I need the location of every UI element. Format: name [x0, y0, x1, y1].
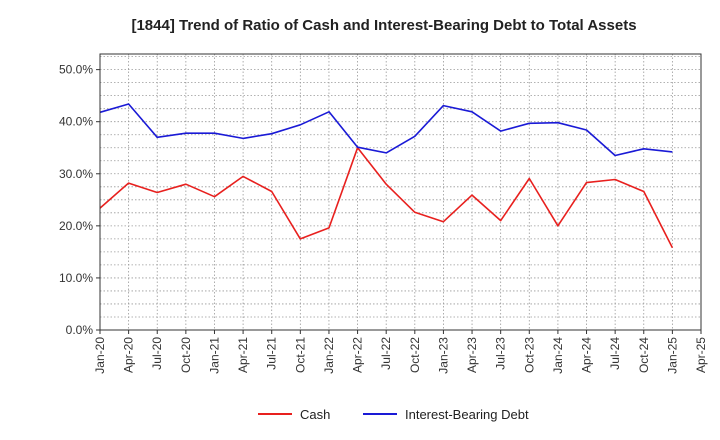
x-tick-label: Apr-22: [351, 337, 365, 373]
x-tick-label: Apr-21: [236, 337, 250, 373]
x-tick-label: Jan-22: [322, 337, 336, 374]
x-tick-label: Jan-24: [551, 337, 565, 374]
x-tick-label: Jul-24: [608, 337, 622, 370]
x-tick-label: Apr-25: [694, 337, 708, 373]
x-tick-label: Oct-21: [293, 337, 307, 373]
legend-label: Interest-Bearing Debt: [405, 407, 529, 422]
y-tick-label: 0.0%: [66, 323, 94, 337]
x-tick-label: Jan-20: [93, 337, 107, 374]
x-tick-label: Oct-20: [179, 337, 193, 373]
x-tick-label: Jul-20: [150, 337, 164, 370]
y-tick-label: 50.0%: [59, 63, 93, 77]
y-tick-label: 10.0%: [59, 271, 93, 285]
y-axis-ticks: 0.0% 10.0% 20.0% 30.0% 40.0% 50.0%: [59, 63, 100, 337]
x-tick-label: Apr-23: [465, 337, 479, 373]
x-tick-label: Oct-24: [637, 337, 651, 373]
y-tick-label: 40.0%: [59, 115, 93, 129]
axes: [99, 53, 702, 331]
x-tick-label: Jul-23: [494, 337, 508, 370]
x-tick-label: Jan-21: [207, 337, 221, 374]
x-tick-label: Oct-23: [522, 337, 536, 373]
x-tick-label: Oct-22: [408, 337, 422, 373]
x-tick-label: Jul-22: [379, 337, 393, 370]
chart-title: [1844] Trend of Ratio of Cash and Intere…: [131, 17, 636, 34]
legend: Cash Interest-Bearing Debt: [258, 407, 529, 422]
grid: [99, 54, 702, 331]
plot-frame: [99, 53, 702, 331]
x-tick-label: Apr-20: [122, 337, 136, 373]
x-tick-label: Jul-21: [265, 337, 279, 370]
series-line-interest-bearing-debt: [99, 103, 673, 157]
x-tick-label: Apr-24: [580, 337, 594, 373]
x-axis-ticks: Jan-20 Apr-20 Jul-20 Oct-20 Jan-21 Apr-21 Jul-…: [93, 330, 708, 374]
y-tick-label: 30.0%: [59, 167, 93, 181]
x-tick-label: Jan-23: [436, 337, 450, 374]
legend-label: Cash: [300, 407, 330, 422]
y-tick-label: 20.0%: [59, 219, 93, 233]
x-tick-label: Jan-25: [665, 337, 679, 374]
series-line-cash: [99, 146, 674, 249]
series-lines: [99, 103, 674, 249]
